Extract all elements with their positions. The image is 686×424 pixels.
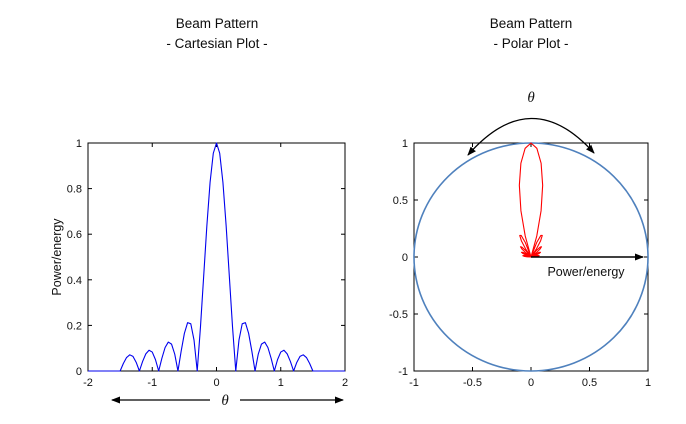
cartesian-subtitle: - Cartesian Plot -	[166, 36, 268, 51]
plot-border	[87, 142, 346, 372]
y-tick-label: -1	[398, 366, 408, 378]
x-tick-label: 0.5	[582, 377, 597, 389]
polar-subtitle: - Polar Plot -	[493, 36, 569, 51]
x-tick-label: -1	[147, 377, 157, 389]
cartesian-title-block: Beam Pattern - Cartesian Plot -	[97, 14, 337, 54]
y-tick-label: 0.2	[67, 320, 82, 332]
y-tick-label: 1	[76, 138, 82, 150]
cartesian-plot-svg: -2 -1 0 1 2 0 0.2 0.4 0.6 0.8 1 Power/energy θ	[50, 138, 348, 409]
x-tick-label: -1	[409, 377, 419, 389]
y-tick-label: 0	[402, 252, 408, 264]
x-tick-label: 0	[213, 377, 219, 389]
polar-title: Beam Pattern	[489, 16, 573, 31]
y-tick-label: 0.4	[67, 275, 82, 287]
y-tick-label: 1	[402, 138, 408, 150]
polar-title-block: Beam Pattern - Polar Plot -	[411, 14, 651, 54]
x-tick-label: 0	[528, 377, 534, 389]
x-axis-label: θ	[221, 393, 229, 409]
y-tick-label: 0.6	[67, 229, 82, 241]
polar-beam-pattern	[518, 142, 544, 258]
x-tick-label: 1	[278, 377, 284, 389]
x-tick-label: -0.5	[463, 377, 482, 389]
x-tick-label: 1	[645, 377, 651, 389]
y-tick-label: 0.5	[393, 195, 408, 207]
x-tick-label: 2	[342, 377, 348, 389]
y-tick-label: -0.5	[389, 309, 408, 321]
radius-arrow-label: Power/energy	[547, 265, 625, 279]
y-axis-label: Power/energy	[50, 218, 64, 296]
beam-pattern-curve	[88, 142, 345, 372]
polar-plot-svg: -1 -0.5 0 0.5 1 -1 -0.5 0 0.5 1 Power/energy θ	[389, 90, 651, 389]
y-tick-label: 0	[76, 366, 82, 378]
x-tick-label: -2	[83, 377, 93, 389]
cartesian-title: Beam Pattern	[175, 16, 259, 31]
y-tick-label: 0.8	[67, 184, 82, 196]
theta-sweep-arrow	[467, 117, 595, 156]
theta-label: θ	[527, 90, 535, 106]
